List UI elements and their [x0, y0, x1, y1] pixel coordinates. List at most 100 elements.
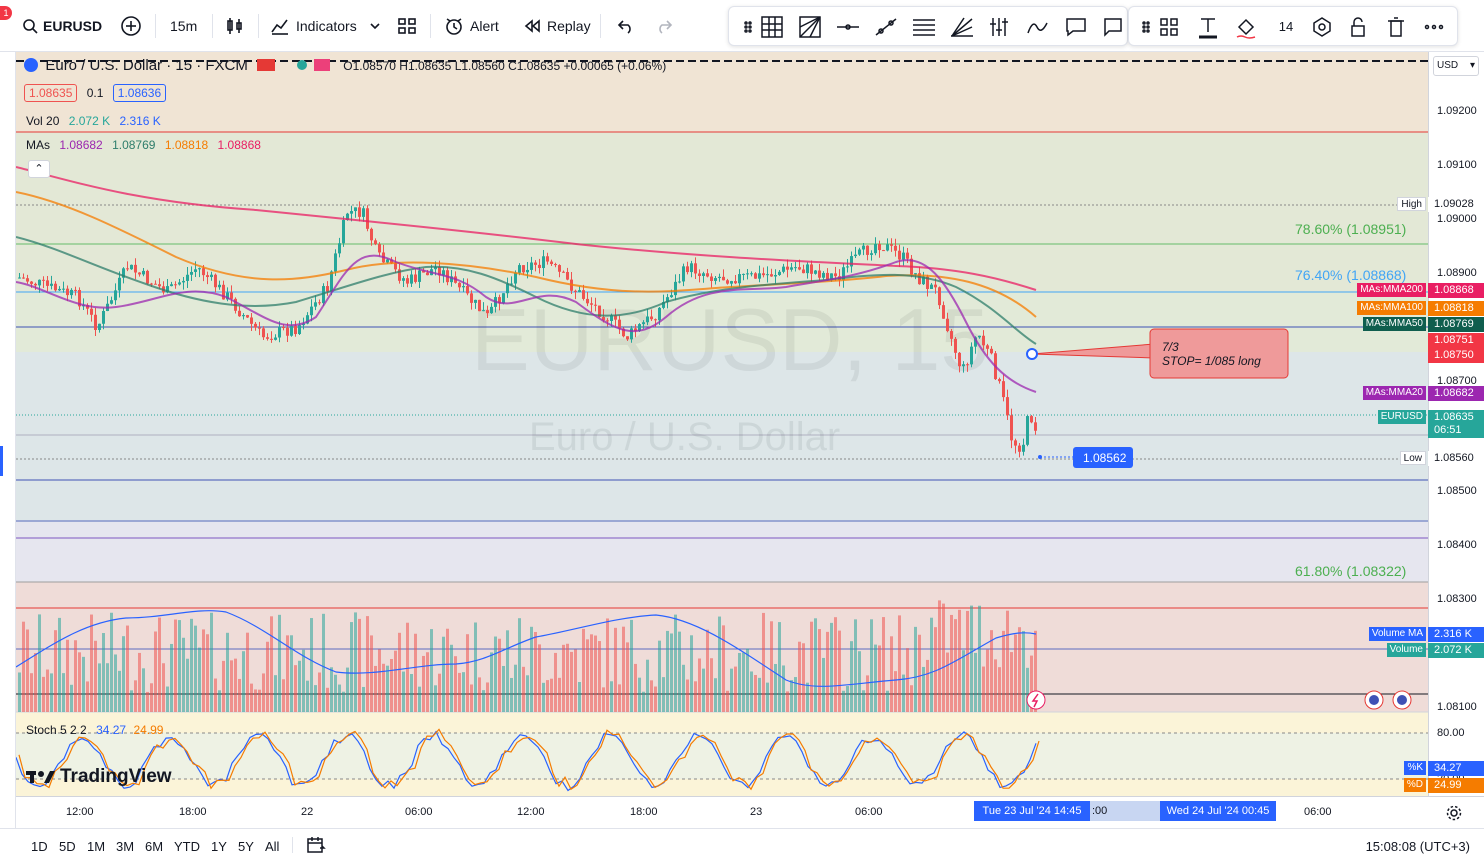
candle — [794, 267, 797, 269]
chevron-down-icon[interactable] — [369, 20, 381, 32]
candle — [990, 348, 993, 354]
ask-price[interactable]: 1.08636 — [112, 84, 167, 102]
candle — [410, 274, 413, 284]
currency-selector[interactable]: USD ▾ — [1433, 56, 1479, 76]
compare-symbol-button[interactable] — [120, 10, 142, 42]
range-1m[interactable]: 1M — [87, 839, 106, 854]
replay-label: Replay — [547, 18, 591, 34]
comment-icon[interactable] — [1063, 15, 1089, 39]
layout-icon[interactable] — [1156, 15, 1182, 39]
volume-bar — [70, 684, 73, 712]
time-axis[interactable]: 12:00 18:00 22 06:00 12:00 18:00 23 06:0… — [16, 796, 1484, 828]
volume-bar — [894, 671, 897, 712]
indicators-button[interactable]: Indicators — [270, 10, 381, 42]
indicators-icon — [271, 19, 288, 35]
clock[interactable]: 15:08:08 (UTC+3) — [1365, 839, 1470, 854]
replay-button[interactable]: Replay — [523, 10, 591, 42]
volume-bar — [862, 690, 865, 712]
bid-price[interactable]: 1.08635 — [24, 84, 78, 102]
price-axis[interactable]: USD ▾ 1.09200 1.09100 1.09000 1.08900 1.0870… — [1428, 52, 1484, 796]
settings-gear-button[interactable] — [1446, 805, 1462, 824]
trend-line-icon[interactable] — [873, 15, 899, 39]
drag-handle-icon[interactable] — [1133, 15, 1150, 39]
notification-badge[interactable]: 1 — [0, 6, 12, 20]
undo-button[interactable] — [617, 10, 635, 42]
price-tag-box[interactable] — [1073, 447, 1133, 468]
tag-icon — [257, 59, 276, 71]
ma50-value: 1.08769 — [112, 138, 156, 152]
redo-button[interactable] — [655, 10, 673, 42]
range-1d[interactable]: 1D — [31, 839, 48, 854]
templates-button[interactable] — [397, 10, 417, 42]
candle — [498, 297, 501, 304]
settings-icon[interactable] — [1309, 15, 1335, 39]
range-1y[interactable]: 1Y — [211, 839, 227, 854]
date-range-button[interactable] — [306, 836, 326, 857]
price-line-tag: EURUSD — [1377, 410, 1426, 424]
collapse-legend-button[interactable]: ⌃ — [28, 160, 50, 178]
time-tick: 12:00 — [517, 806, 545, 818]
fib-764-label: 76.40% (1.08868) — [1295, 267, 1406, 283]
volume-bar — [278, 614, 281, 712]
candle — [534, 262, 537, 265]
volume-bar — [922, 666, 925, 712]
candle — [882, 250, 885, 252]
range-5d[interactable]: 5D — [59, 839, 76, 854]
alert-button[interactable]: Alert — [444, 10, 499, 42]
volume-bar — [270, 616, 273, 712]
trash-icon[interactable] — [1383, 15, 1409, 39]
candle — [338, 243, 341, 254]
chart-type-button[interactable] — [225, 10, 245, 42]
range-ytd[interactable]: YTD — [174, 839, 200, 854]
gann-box-icon[interactable] — [797, 15, 823, 39]
range-5y[interactable]: 5Y — [238, 839, 254, 854]
volume-bar — [450, 644, 453, 712]
volume-bar — [594, 635, 597, 712]
stoch-axis-label: 34.27 — [1428, 761, 1484, 776]
callout-box[interactable] — [1149, 328, 1289, 379]
price-axis-label: 1.08635 — [1428, 410, 1484, 425]
candle — [154, 283, 157, 285]
candle — [586, 298, 589, 304]
mas-legend[interactable]: MAs 1.08682 1.08769 1.08818 1.08868 — [26, 138, 261, 152]
range-3m[interactable]: 3M — [116, 839, 135, 854]
range-6m[interactable]: 6M — [145, 839, 164, 854]
candle — [686, 266, 689, 273]
range-all[interactable]: All — [265, 839, 280, 854]
candle — [986, 345, 989, 349]
more-icon[interactable] — [1421, 15, 1447, 39]
chart-pane[interactable]: EURUSD, 15 Euro / U.S. Dollar 78.60% (1.… — [15, 52, 1428, 796]
grid-tool-icon[interactable] — [759, 15, 785, 39]
lightning-icon[interactable] — [1026, 690, 1046, 710]
elliott-wave-icon[interactable] — [1025, 15, 1051, 39]
lock-icon[interactable] — [1345, 15, 1371, 39]
volume-bar — [634, 663, 637, 712]
stoch-legend[interactable]: Stoch 5 2 2 34.27 24.99 — [26, 723, 163, 737]
moving-averages[interactable] — [15, 166, 1037, 393]
volume-bar — [718, 616, 721, 712]
callout-anchor[interactable] — [1026, 348, 1038, 360]
candle — [138, 272, 141, 275]
fib-retracement-icon[interactable] — [911, 15, 937, 39]
price-chart[interactable]: EURUSD, 15 Euro / U.S. Dollar 78.60% (1.… — [15, 52, 1428, 796]
candle — [550, 261, 553, 265]
volume-bar — [738, 652, 741, 712]
fill-color-icon[interactable] — [1233, 15, 1259, 39]
volume-bar — [598, 641, 601, 712]
stoch-label: Stoch 5 2 2 — [26, 723, 87, 737]
tradingview-logo[interactable]: TradingView — [26, 766, 172, 788]
symbol-search[interactable]: EURUSD — [22, 10, 102, 42]
candle — [634, 328, 637, 332]
interval-button[interactable]: 15m — [170, 18, 198, 34]
brush-tools-icon[interactable] — [987, 15, 1013, 39]
callout-icon[interactable] — [1101, 15, 1127, 39]
volume-bar — [986, 649, 989, 712]
volume-legend[interactable]: Vol 20 2.072 K 2.316 K — [26, 114, 161, 128]
pitchfork-icon[interactable] — [949, 15, 975, 39]
font-size-value[interactable]: 14 — [1278, 19, 1294, 34]
text-color-icon[interactable] — [1195, 15, 1221, 39]
symbol-legend[interactable]: Euro / U.S. Dollar · 15 · FXCM O1.08570 … — [24, 57, 666, 74]
horizontal-line-icon[interactable] — [835, 15, 861, 39]
volume-bar — [386, 665, 389, 712]
drag-handle-icon[interactable] — [735, 15, 752, 39]
